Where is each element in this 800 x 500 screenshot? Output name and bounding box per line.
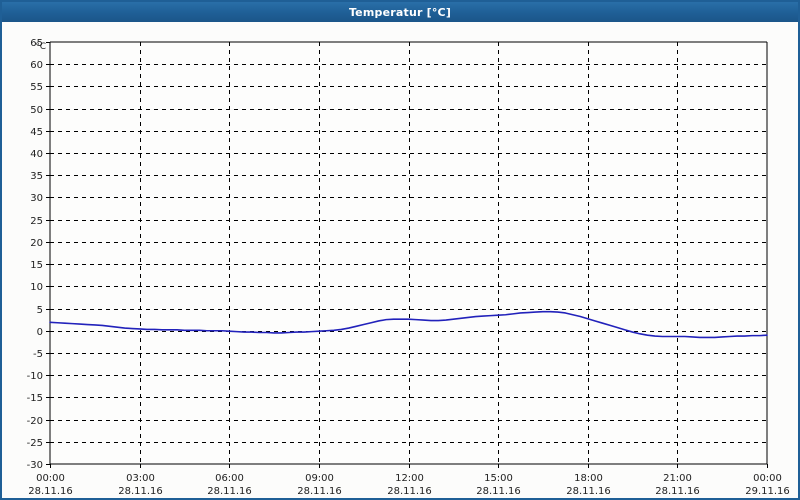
temperature-series-line [49, 310, 768, 339]
y-tick-label: 65 [30, 38, 43, 49]
y-tick-label: 20 [30, 238, 43, 249]
y-tick-label: 10 [30, 282, 43, 293]
y-axis-ticks [46, 42, 50, 465]
y-tick-label: 55 [30, 82, 43, 93]
y-tick-label: 60 [30, 60, 43, 71]
x-tick-label-time: 00:00 [753, 473, 782, 484]
y-tick-label: -15 [27, 393, 43, 404]
x-axis-ticks [50, 464, 768, 468]
x-tick-label-date: 28.11.16 [207, 486, 252, 497]
x-tick-label-date: 28.11.16 [118, 486, 163, 497]
y-axis-unit-label: °C [35, 42, 46, 52]
y-tick-label: 25 [30, 216, 43, 227]
x-tick-label-time: 03:00 [126, 473, 155, 484]
x-tick-label-date: 28.11.16 [655, 486, 700, 497]
chart-canvas: 65 60 55 50 45 40 35 30 25 20 15 10 5 0 -5 -10 -15 -20 -25… [2, 22, 798, 498]
y-tick-label: 35 [30, 171, 43, 182]
x-tick-label-date: 29.11.16 [745, 486, 790, 497]
y-tick-label: 40 [30, 149, 43, 160]
y-tick-label: -5 [33, 349, 43, 360]
x-axis-labels: 00:00 28.11.16 03:00 28.11.16 06:00 28.11.16 0… [28, 473, 790, 497]
vertical-gridlines [140, 42, 678, 464]
y-tick-label: -25 [27, 438, 43, 449]
y-tick-label: 30 [30, 193, 43, 204]
x-tick-label-time: 06:00 [215, 473, 244, 484]
y-tick-label: 15 [30, 260, 43, 271]
y-tick-label: 5 [37, 305, 43, 316]
plot-background [50, 42, 767, 464]
y-tick-label: 0 [37, 327, 43, 338]
x-tick-label-date: 28.11.16 [28, 486, 73, 497]
x-tick-label-time: 12:00 [395, 473, 424, 484]
x-tick-label-time: 09:00 [305, 473, 334, 484]
x-tick-label-time: 00:00 [36, 473, 65, 484]
x-tick-label-date: 28.11.16 [387, 486, 432, 497]
x-tick-label-time: 15:00 [484, 473, 513, 484]
y-tick-label: -10 [27, 371, 43, 382]
y-axis-labels: 65605550454035302520151050-5-10-15-20-25… [27, 38, 43, 471]
x-tick-label-date: 28.11.16 [476, 486, 521, 497]
y-tick-label: -20 [27, 416, 43, 427]
y-tick-label: 50 [30, 105, 43, 116]
page-title: Temperatur [°C] [348, 5, 452, 19]
y-tick-label: 45 [30, 127, 43, 138]
x-tick-label-time: 21:00 [663, 473, 692, 484]
temperature-line-chart: 65605550454035302520151050-5-10-15-20-25… [27, 38, 790, 497]
x-tick-label-time: 18:00 [574, 473, 603, 484]
axis-lines [49, 41, 768, 465]
x-tick-label-date: 28.11.16 [566, 486, 611, 497]
window-title-bar: Temperatur [°C] [2, 2, 798, 22]
x-tick-label-date: 28.11.16 [297, 486, 342, 497]
y-tick-label: -30 [27, 460, 43, 471]
